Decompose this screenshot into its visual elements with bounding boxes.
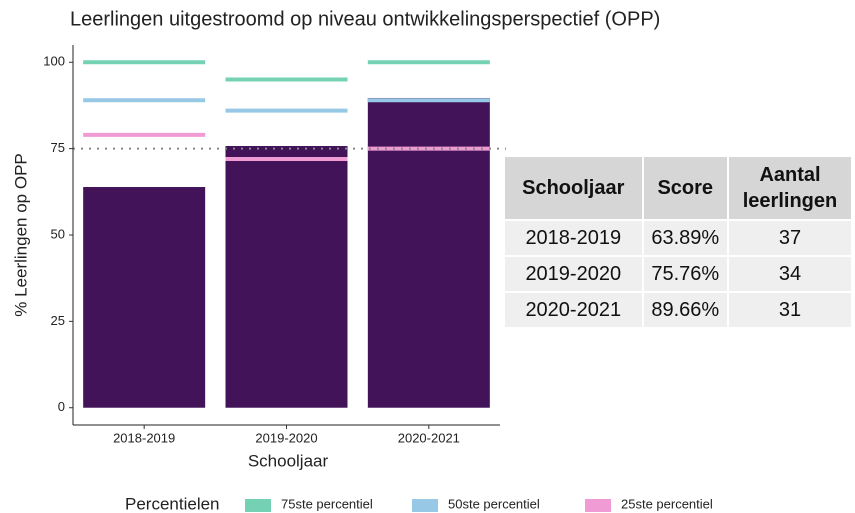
table-cell: 31: [729, 293, 851, 327]
y-tick-label: 100: [43, 54, 65, 69]
x-axis-title: Schooljaar: [248, 451, 329, 470]
table-cell: 2018-2019: [505, 221, 642, 255]
legend-swatch: [245, 499, 271, 512]
legend-title: Percentielen: [125, 494, 220, 513]
y-tick-label: 25: [51, 313, 65, 328]
y-tick-label: 75: [51, 140, 65, 155]
legend-swatch: [585, 499, 611, 512]
bar: [367, 97, 490, 408]
table-cell: 2020-2021: [505, 293, 642, 327]
table-cell: 37: [729, 221, 851, 255]
table-cell: 63.89%: [643, 221, 727, 255]
table-cell: 89.66%: [643, 293, 727, 327]
table-cell: 2019-2020: [505, 257, 642, 291]
bar: [83, 187, 206, 408]
y-tick-label: 50: [51, 226, 65, 241]
legend-label: 50ste percentiel: [448, 496, 540, 511]
chart-title: Leerlingen uitgestroomd op niveau ontwik…: [70, 8, 660, 30]
legend-label: 75ste percentiel: [281, 496, 373, 511]
table-cell: 75.76%: [643, 257, 727, 291]
bar: [225, 146, 348, 408]
table: Schooljaar Score Aantal leerlingen 2018-20…: [503, 155, 853, 329]
x-tick-label: 2019-2020: [255, 430, 317, 445]
y-tick-label: 0: [58, 399, 65, 414]
legend-label: 25ste percentiel: [621, 496, 713, 511]
table-header: Score: [643, 157, 727, 219]
x-tick-label: 2018-2019: [113, 430, 175, 445]
y-axis-title: % Leerlingen op OPP: [11, 153, 30, 317]
table-header: Schooljaar: [505, 157, 642, 219]
legend-swatch: [412, 499, 438, 512]
x-tick-label: 2020-2021: [398, 430, 460, 445]
table-cell: 34: [729, 257, 851, 291]
table-header: Aantal leerlingen: [729, 157, 851, 219]
